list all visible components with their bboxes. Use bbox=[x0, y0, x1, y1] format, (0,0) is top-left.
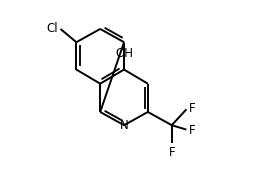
Text: F: F bbox=[168, 146, 175, 159]
Text: N: N bbox=[120, 119, 128, 132]
Text: Cl: Cl bbox=[46, 22, 58, 35]
Text: OH: OH bbox=[115, 47, 133, 60]
Text: F: F bbox=[188, 124, 195, 137]
Text: F: F bbox=[188, 102, 195, 115]
